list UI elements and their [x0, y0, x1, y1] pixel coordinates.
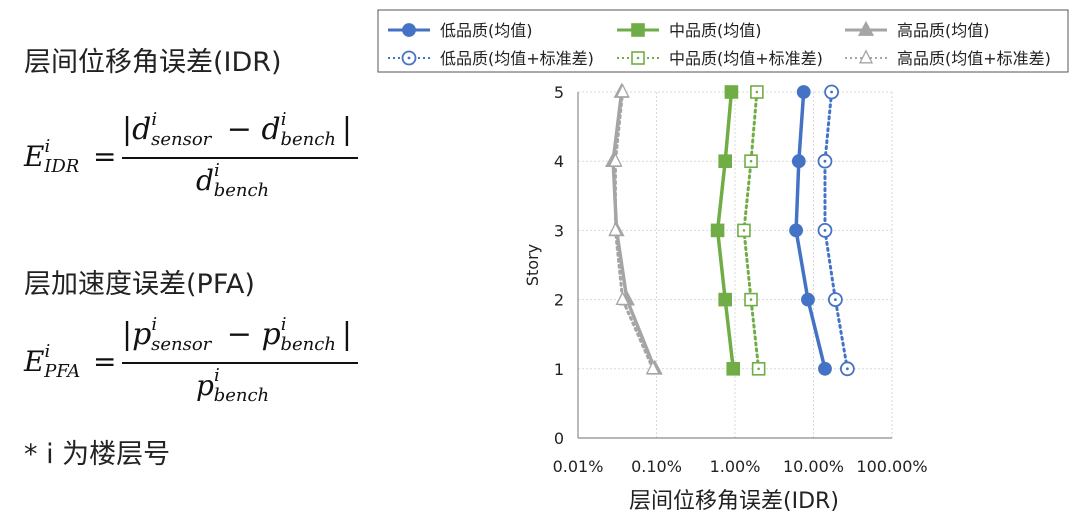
data-point-s3-story1 [839, 361, 855, 377]
data-point-s4-story4 [744, 154, 758, 168]
legend-marker-3 [401, 50, 417, 66]
data-point-s4-story2 [744, 292, 758, 307]
data-point-s3-story2 [827, 292, 843, 308]
data-point-s5-story5 [615, 83, 630, 98]
data-point-s0-story1 [818, 361, 832, 376]
data-point-s3-story4 [817, 153, 833, 169]
data-point-s3-story5 [824, 84, 839, 100]
y-tick-label: 3 [554, 221, 564, 240]
legend-marker-0 [402, 23, 416, 37]
legend-label-3: 低品质(均值+标准差) [440, 49, 594, 68]
x-tick-label: 10.00% [783, 457, 844, 476]
pfa-formula-lhs: EiPFA [24, 341, 81, 382]
legend-label-1: 中品质(均值) [669, 21, 762, 40]
chart-grid [578, 91, 893, 438]
x-axis-label: 层间位移角误差(IDR) [629, 489, 839, 514]
legend-label-0: 低品质(均值) [440, 21, 533, 40]
legend-marker-4 [631, 51, 645, 65]
legend-label-2: 高品质(均值) [897, 21, 990, 40]
footnote: * i 为楼层号 [24, 439, 171, 470]
data-point-s5-story1 [645, 360, 660, 375]
data-point-s5-story4 [608, 152, 623, 167]
pfa-equals: = [93, 345, 117, 378]
y-tick-label: 1 [554, 360, 564, 379]
data-point-s4-story1 [751, 361, 766, 376]
data-point-s1-story5 [724, 85, 739, 99]
y-tick-label: 2 [554, 291, 564, 310]
x-tick-label: 0.01% [553, 457, 604, 476]
y-tick-label: 4 [554, 152, 564, 171]
idr-denominator: dibench [196, 160, 270, 201]
legend-marker-5 [858, 49, 874, 64]
data-point-s3-story3 [817, 222, 833, 238]
idr-equals: = [93, 140, 117, 173]
idr-fraction-line [122, 157, 358, 159]
legend-box [377, 9, 1069, 73]
data-point-s0-story4 [791, 154, 806, 169]
legend-marker-2 [857, 20, 875, 36]
chart-axes: 0 1 2 3 4 5 0.01% 0.10% 1.00% 10.00% 100.00% [553, 83, 928, 476]
data-point-s1-story4 [718, 154, 732, 168]
idr-formula-lhs: EiIDR [24, 136, 80, 177]
pfa-fraction-line [122, 362, 358, 364]
y-tick-label: 5 [554, 83, 564, 102]
data-point-s4-story5 [750, 85, 764, 99]
data-point-s4-story3 [737, 223, 751, 238]
data-point-s1-story3 [710, 223, 725, 238]
idr-numerator: |disensor − dibench | [122, 109, 353, 150]
x-tick-label: 1.00% [710, 457, 761, 476]
x-tick-label: 0.10% [631, 457, 682, 476]
data-point-s0-story3 [789, 223, 803, 238]
idr-heading: 层间位移角误差(IDR) [24, 47, 282, 78]
data-point-s5-story2 [615, 290, 630, 306]
y-axis-label: Story [523, 244, 542, 286]
pfa-denominator: pibench [196, 365, 270, 406]
x-tick-label: 100.00% [856, 457, 927, 476]
y-tick-label: 0 [554, 429, 564, 448]
data-point-s0-story2 [801, 292, 815, 307]
formula-panel: 层间位移角误差(IDR) EiIDR = |disensor − dibench… [0, 0, 380, 522]
data-point-s1-story2 [718, 292, 732, 307]
data-point-s5-story3 [608, 221, 623, 236]
chart-series [605, 82, 855, 377]
data-point-s1-story1 [726, 361, 741, 376]
data-point-s0-story5 [796, 85, 811, 99]
legend-label-4: 中品质(均值+标准差) [669, 49, 823, 68]
pfa-numerator: |pisensor − pibench | [122, 314, 353, 355]
chart-legend: 低品质(均值) 中品质(均值) 高品质(均值) 低品质(均值+标准差) 中品质(均值+标… [377, 9, 1069, 73]
legend-marker-1 [631, 23, 645, 37]
legend-label-5: 高品质(均值+标准差) [897, 49, 1051, 68]
pfa-heading: 层加速度误差(PFA) [24, 269, 255, 300]
